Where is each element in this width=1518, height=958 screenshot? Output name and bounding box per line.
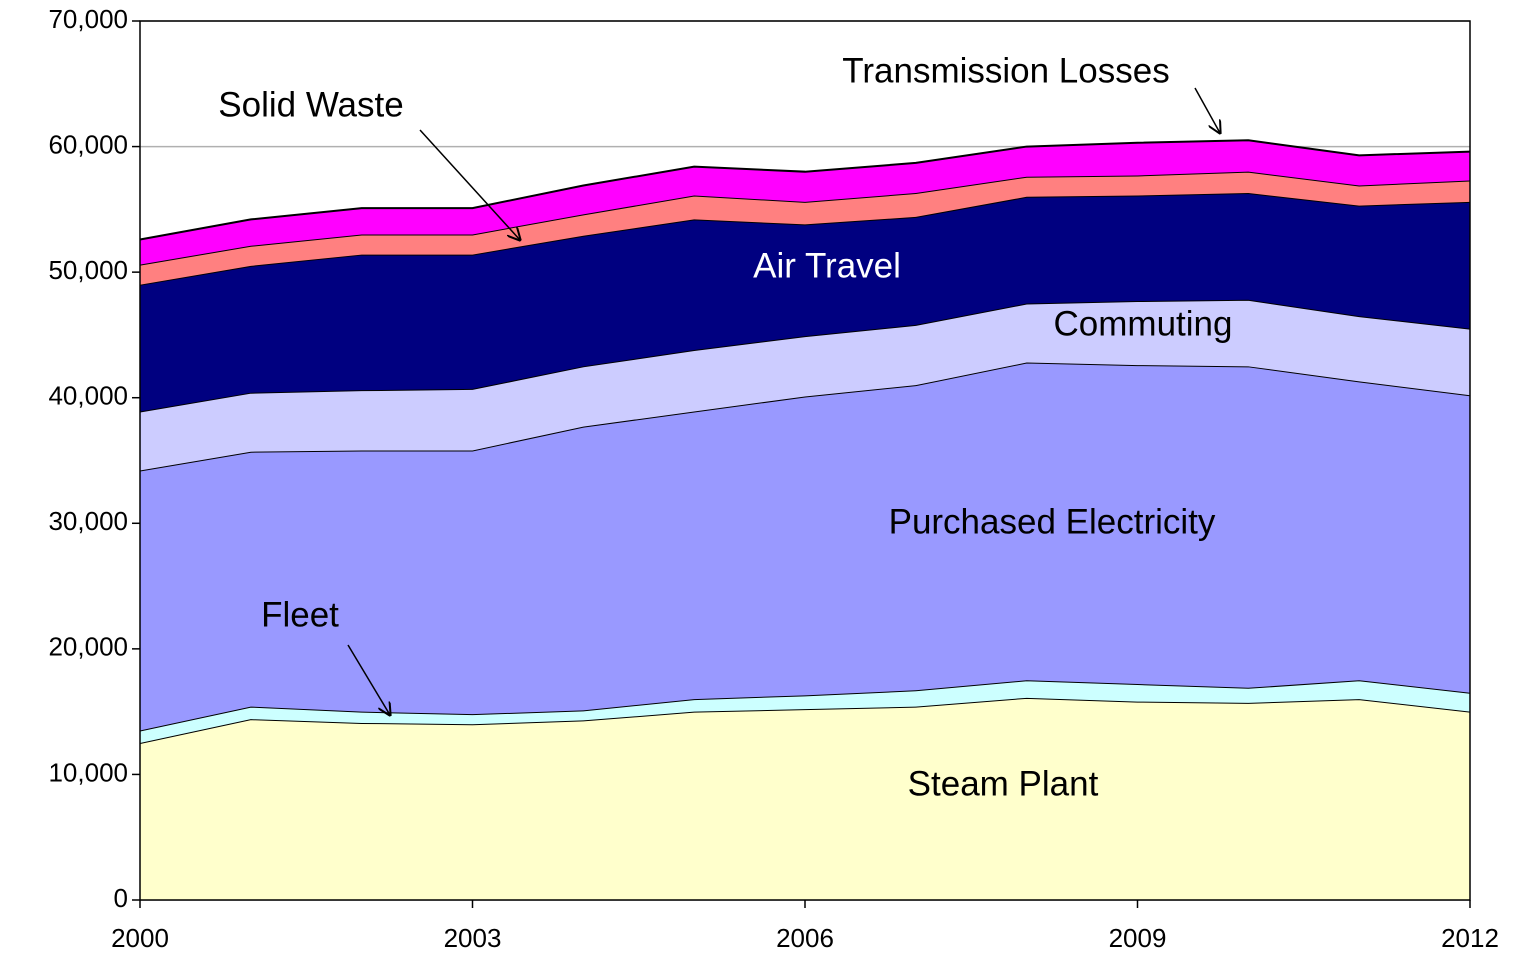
area [140, 680, 1470, 744]
series-label: Transmission Losses [842, 51, 1169, 90]
series-label: Fleet [261, 595, 339, 634]
y-tick-label: 60,000 [48, 129, 128, 159]
label-arrow [347, 644, 390, 715]
x-tick-label: 2006 [776, 923, 834, 953]
series-label: Steam Plant [908, 764, 1099, 803]
area [140, 299, 1470, 471]
y-tick-label: 0 [114, 883, 128, 913]
y-tick-label: 70,000 [48, 4, 128, 34]
area-edge [139, 192, 1471, 286]
label-arrow [419, 129, 520, 240]
y-tick-label: 10,000 [48, 757, 128, 787]
area [140, 193, 1470, 412]
label-arrow [1194, 87, 1220, 133]
y-tick-label: 20,000 [48, 632, 128, 662]
x-tick-label: 2003 [444, 923, 502, 953]
series-label: Air Travel [753, 246, 901, 285]
x-tick-label: 2012 [1441, 923, 1499, 953]
y-tick-label: 40,000 [48, 381, 128, 411]
series-label: Commuting [1054, 304, 1233, 343]
y-tick-label: 50,000 [48, 255, 128, 285]
area [140, 140, 1470, 265]
y-tick-label: 30,000 [48, 506, 128, 536]
area-edge [139, 139, 1471, 241]
area [140, 362, 1470, 731]
x-tick-label: 2000 [111, 923, 169, 953]
series-label: Purchased Electricity [889, 502, 1216, 541]
x-tick-label: 2009 [1109, 923, 1167, 953]
series-label: Solid Waste [218, 85, 403, 124]
area [140, 697, 1470, 900]
